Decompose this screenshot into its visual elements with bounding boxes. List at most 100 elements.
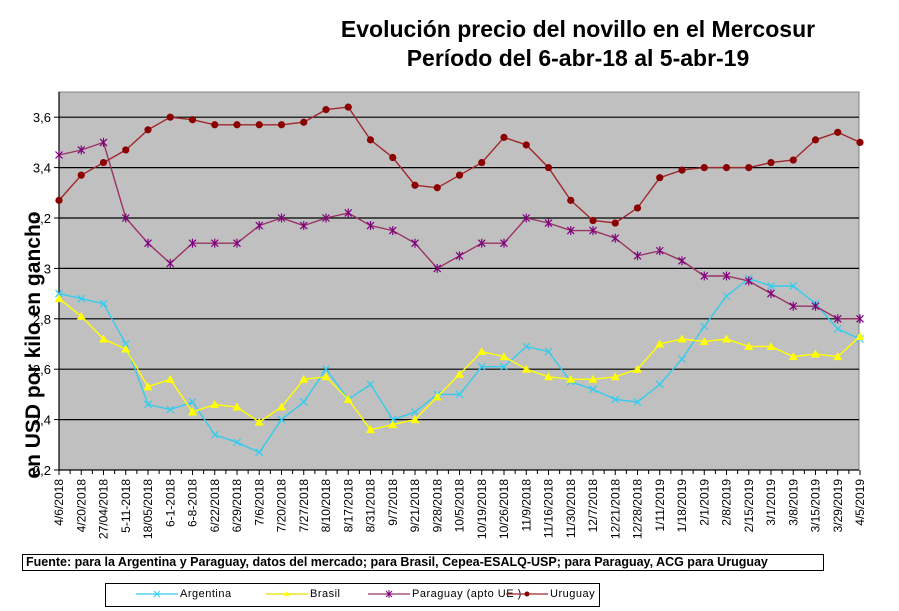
data-point [166,113,174,121]
data-point [789,301,798,311]
legend: Argentina Brasil Paraguay (apto UE ) Uru… [105,583,600,607]
data-point [277,213,286,223]
data-point [255,448,264,457]
data-point [144,400,152,409]
data-point [522,342,531,351]
data-point [499,352,509,361]
data-point [567,196,575,204]
legend-marker-circle-icon [506,591,548,597]
data-point [299,398,308,406]
data-point [455,390,464,399]
data-point [210,430,219,439]
series-argentina [55,274,864,457]
series-uruguay [55,103,864,227]
x-tick-label: 2/1/2019 [697,479,711,526]
x-tick-label: 2/8/2019 [720,479,734,526]
data-point [188,407,197,416]
data-point [678,256,686,266]
x-tick-label: 8/17/2018 [341,479,355,533]
plot-area [58,91,860,471]
data-point [589,226,597,236]
source-note-box: Fuente: para la Argentina y Paraguay, da… [22,554,824,571]
data-point [343,394,353,403]
data-point [188,398,197,406]
x-tick-label: 18/05/2018 [141,479,155,539]
axes: 2,2 2,4 2,6 2,8 3 3,2 3,4 3,6 4/6/2018 4/20/2018 2… [33,92,867,539]
data-point [833,324,842,333]
x-tick-label: 10/5/2018 [453,479,467,533]
data-point [566,226,575,236]
data-point [789,282,798,290]
x-tick-label: 3/8/2019 [786,479,800,526]
data-point [544,372,553,381]
data-point [388,415,397,424]
data-point [299,374,309,383]
chart-title-line-1: Evolución precio del novillo en el Merco… [341,16,815,42]
data-point [121,344,131,353]
y-tick-label: 3,6 [33,110,51,125]
data-point [833,314,842,324]
data-point [344,208,353,218]
data-point [656,174,664,182]
data-point [788,352,798,361]
x-tick-label: 5-11-2018 [119,479,133,533]
data-point [544,164,553,172]
x-tick-label: 6/22/2018 [208,479,222,533]
data-point [121,213,130,223]
data-point [99,137,108,147]
data-point [678,166,686,174]
source-note: Fuente: para la Argentina y Paraguay, da… [26,555,768,569]
legend-item-uruguay: Uruguay [506,588,595,600]
x-tick-label: 12/7/2018 [586,479,600,533]
legend-item-paraguay: Paraguay (apto UE ) [368,588,522,600]
data-point [322,106,330,114]
x-tick-label: 12/28/2018 [631,479,645,539]
data-point [500,133,508,141]
x-tick-label: 11/9/2018 [519,479,533,532]
data-point [344,103,352,111]
x-tick-label: 3/1/2019 [764,479,778,526]
x-tick-label: 9/21/2018 [408,479,422,533]
data-point [811,301,820,311]
data-point [767,158,775,167]
data-point [143,382,153,391]
data-point [366,221,375,231]
data-point [478,158,486,167]
data-point [233,238,241,248]
x-tick-label: 11/30/2018 [564,479,578,538]
x-tick-label: 1/18/2019 [675,479,689,533]
data-point [322,365,330,374]
data-point [766,342,776,351]
data-point [588,374,598,383]
data-point [55,150,63,160]
y-tick-label: 2,6 [33,362,51,377]
data-point [700,164,708,172]
y-tick-label: 3 [44,261,51,276]
data-point [678,355,686,364]
data-point [856,138,864,146]
data-point [188,116,197,124]
data-point [633,398,642,406]
data-point [99,299,108,308]
data-point [833,352,843,361]
data-point [722,164,731,172]
data-point [410,415,420,424]
y-tick-label: 2,4 [33,413,51,428]
data-point [300,118,308,126]
data-point [834,128,842,136]
data-point [789,156,797,164]
data-point [389,153,397,162]
data-point [255,121,263,129]
data-point [144,238,152,248]
data-point [321,372,331,381]
data-point [388,420,398,429]
data-point [77,294,86,303]
data-point [522,213,531,223]
data-point [522,141,530,149]
data-point [388,226,397,236]
data-point [366,425,375,434]
series-paraguay [55,137,864,324]
data-point [611,219,619,227]
x-tick-label: 12/21/2018 [608,479,622,539]
data-point [299,221,308,231]
